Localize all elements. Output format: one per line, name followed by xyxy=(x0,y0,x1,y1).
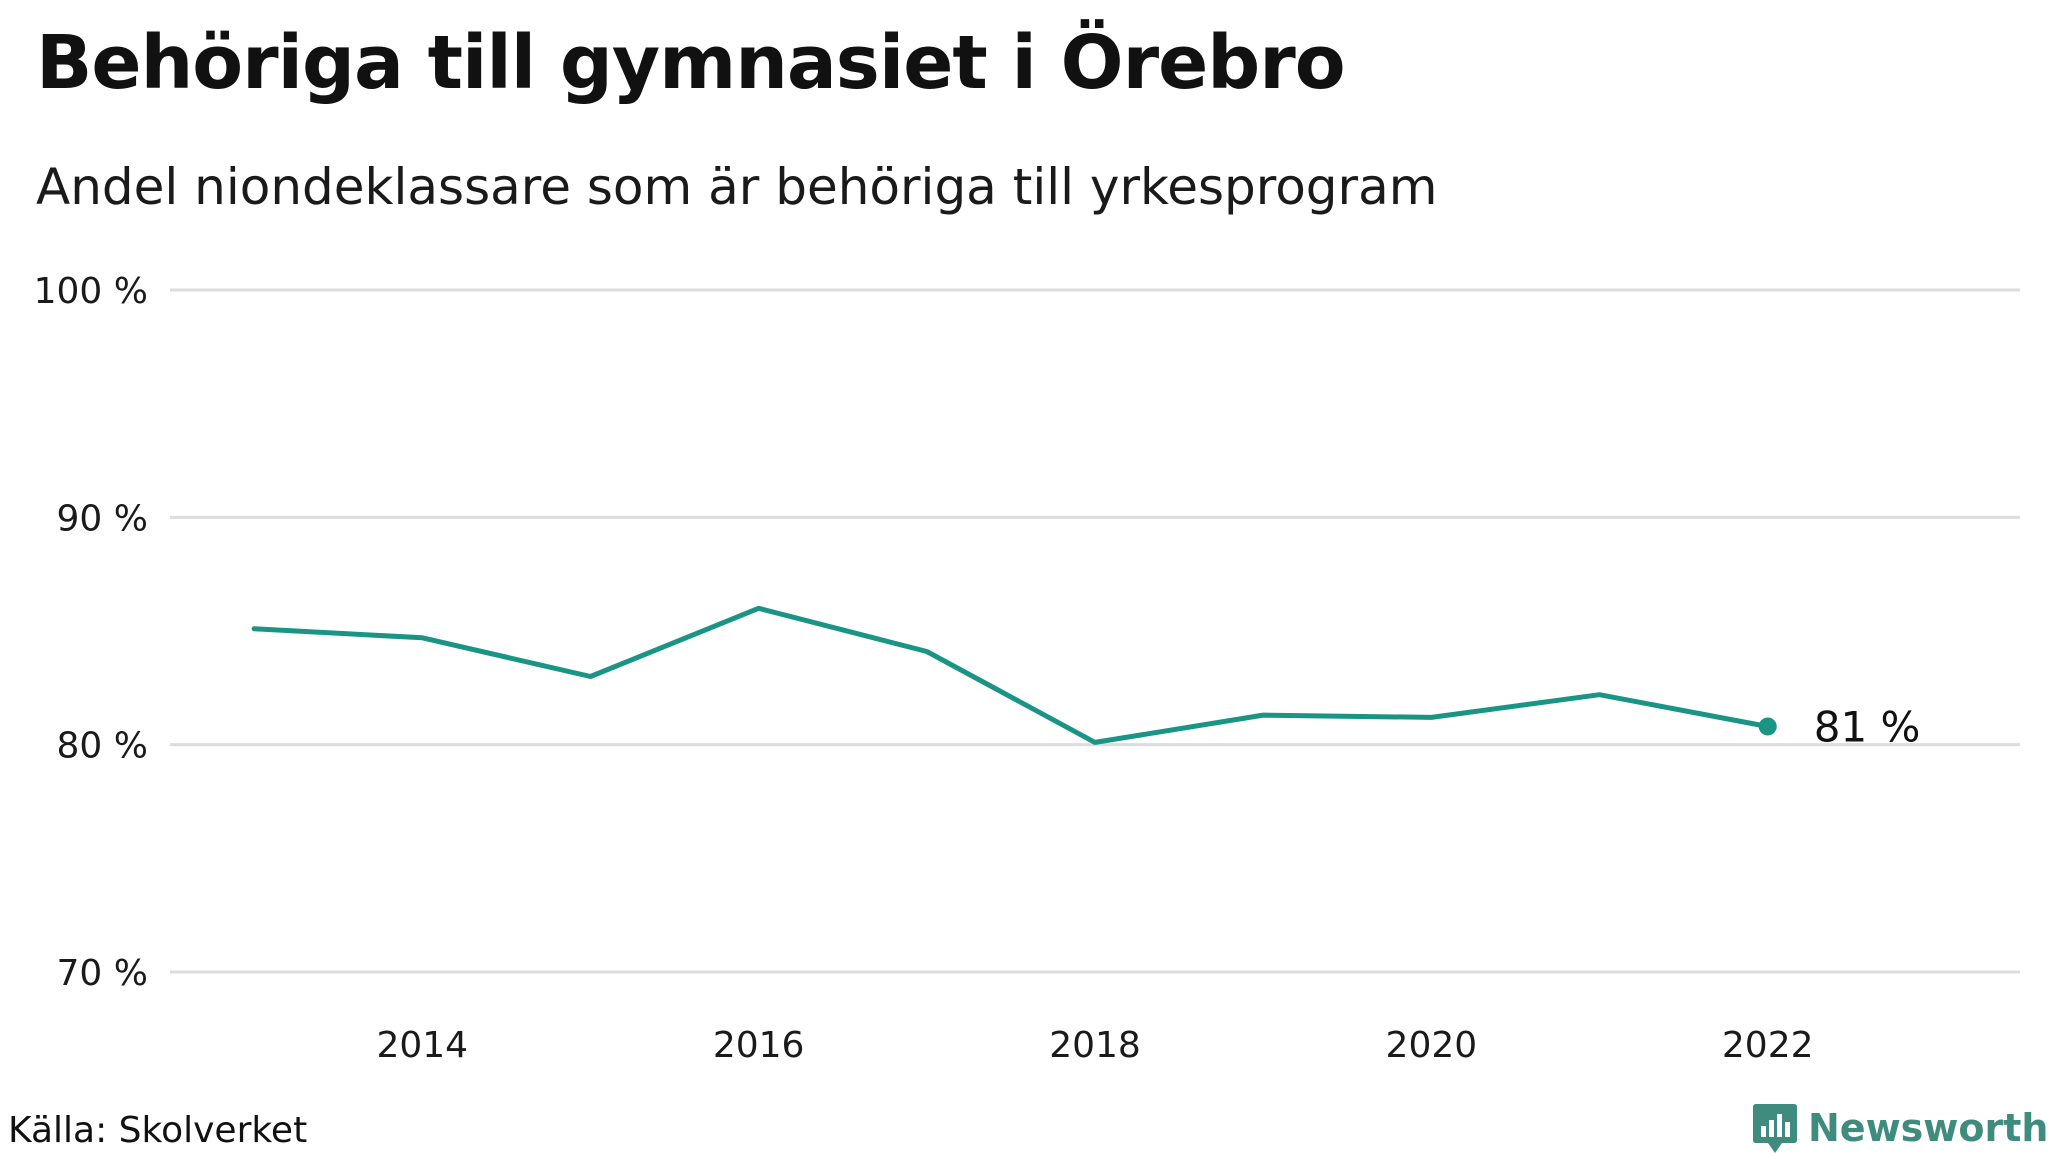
x-tick-label: 2016 xyxy=(713,1025,805,1066)
end-value-label: 81 % xyxy=(1814,702,1921,751)
y-tick-label: 80 % xyxy=(57,726,148,767)
chart-subtitle: Andel niondeklassare som är behöriga til… xyxy=(36,158,1438,216)
chart-title: Behöriga till gymnasiet i Örebro xyxy=(36,20,1346,106)
x-axis-ticks: 2014 2016 2018 2020 2022 xyxy=(376,1025,1813,1066)
line-chart: 70 % 80 % 90 % 100 % 2014 2016 2018 2020 2022 8… xyxy=(34,271,2020,1066)
x-tick-label: 2014 xyxy=(376,1025,468,1066)
x-tick-label: 2020 xyxy=(1386,1025,1478,1066)
y-tick-label: 90 % xyxy=(57,498,148,539)
x-tick-label: 2018 xyxy=(1049,1025,1141,1066)
brand-name: Newsworthy xyxy=(1808,1106,2048,1150)
gridlines xyxy=(170,288,2020,974)
source-note: Källa: Skolverket xyxy=(8,1110,308,1151)
end-point-marker xyxy=(1758,717,1777,736)
bar-chart-icon xyxy=(1753,1104,1797,1153)
y-axis-ticks: 70 % 80 % 90 % 100 % xyxy=(34,271,148,994)
brand-logo: Newsworthy xyxy=(1752,1100,2048,1156)
y-tick-label: 70 % xyxy=(57,953,148,994)
series-group: 81 % xyxy=(251,605,1921,751)
x-tick-label: 2022 xyxy=(1722,1025,1814,1066)
series-line xyxy=(251,605,1771,745)
y-tick-label: 100 % xyxy=(34,271,148,312)
